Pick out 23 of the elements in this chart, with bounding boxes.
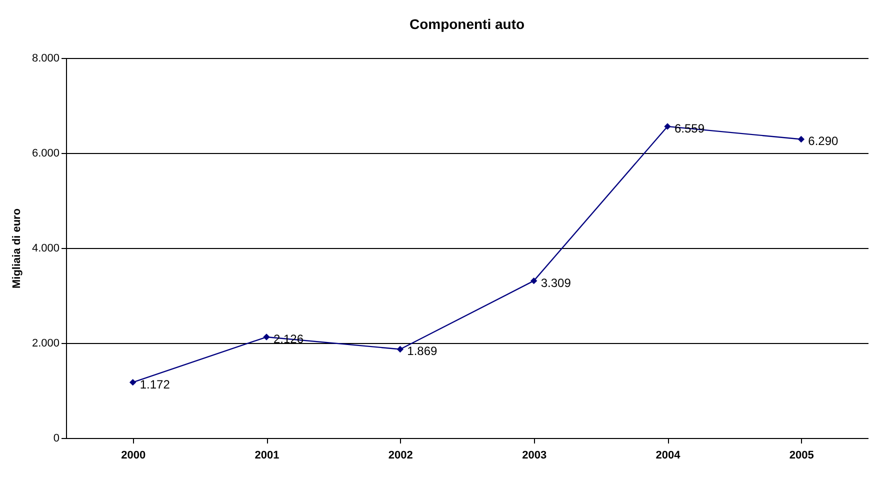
data-label: 6.290	[808, 134, 839, 148]
x-tick-label: 2000	[121, 450, 146, 462]
point	[530, 277, 538, 284]
chart-title: Componenti auto	[409, 16, 525, 32]
x-tick-label: 2001	[254, 450, 280, 462]
x-tick-label: 2003	[522, 450, 547, 462]
data-label: 3.309	[540, 276, 572, 290]
x-tick-label: 2004	[656, 450, 682, 462]
point	[798, 136, 805, 143]
point	[263, 334, 270, 340]
point	[664, 123, 671, 130]
x-tick-label: 2002	[388, 450, 413, 462]
y-tick-label: 0	[53, 432, 60, 444]
y-axis-title: Migliaia di euro	[10, 208, 23, 289]
y-tick-label: 6.000	[32, 148, 60, 160]
y-tick-label: 8.000	[32, 52, 60, 64]
point	[129, 378, 136, 386]
x-tick-label: 2005	[789, 450, 814, 462]
data-label: 1.869	[407, 344, 438, 358]
point	[396, 346, 404, 353]
data-label: 1.172	[140, 377, 170, 392]
y-tick-label: 2.000	[32, 338, 60, 350]
y-tick-label: 4.000	[32, 242, 60, 254]
